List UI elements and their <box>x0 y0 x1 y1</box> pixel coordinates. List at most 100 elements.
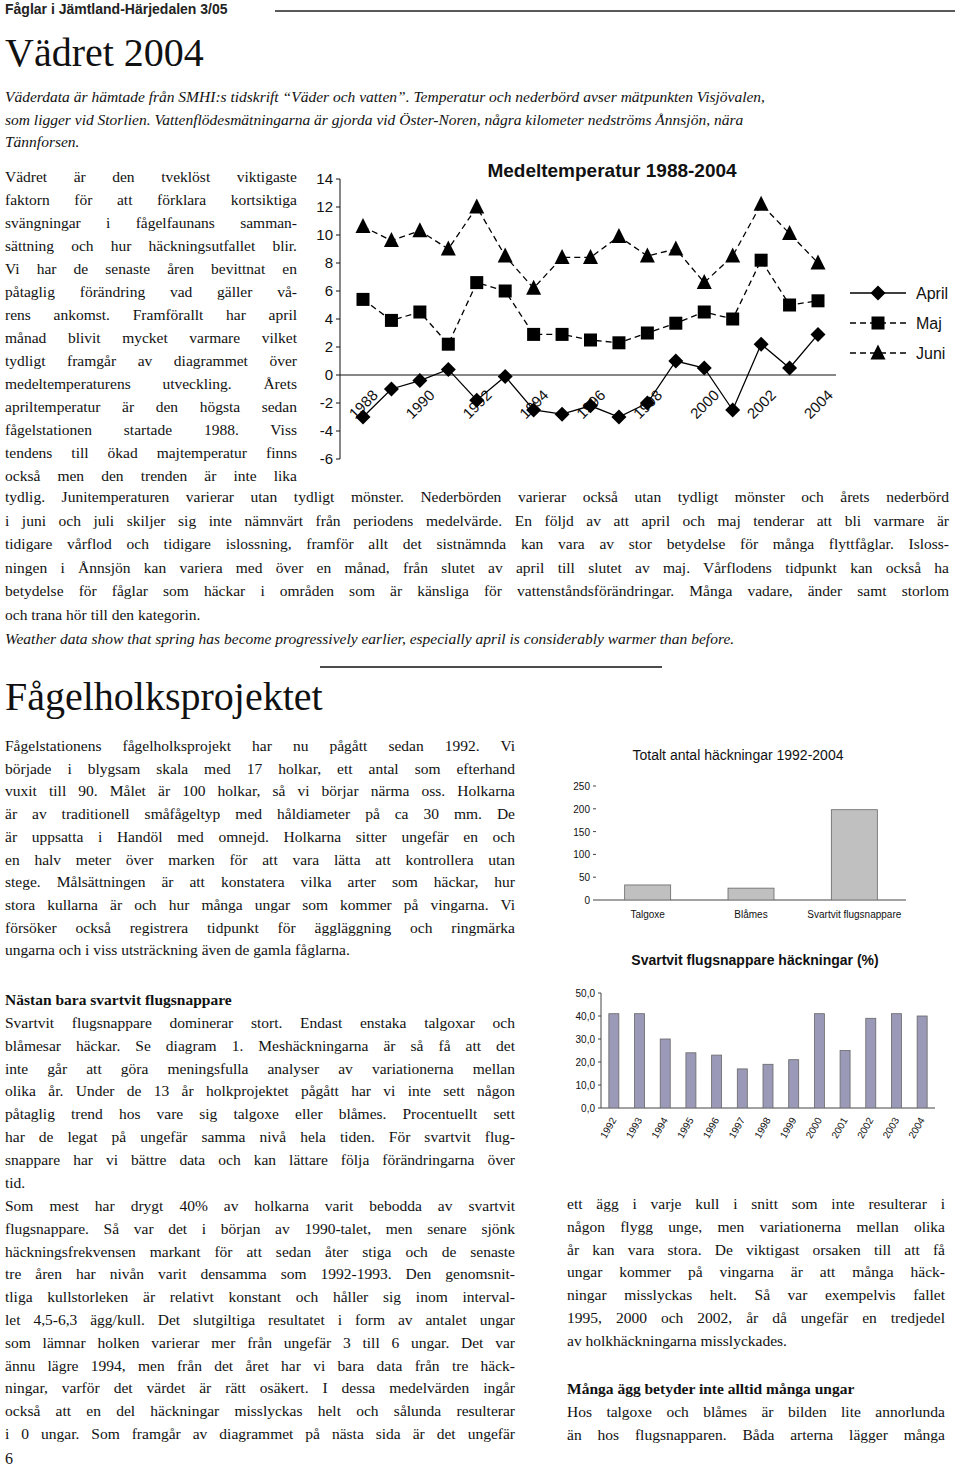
marker <box>469 393 484 408</box>
y-tick-label: 50 <box>579 872 591 883</box>
y-tick-label: 2 <box>325 338 333 355</box>
y-tick <box>593 900 596 901</box>
y-tick <box>598 993 601 994</box>
marker <box>782 361 797 376</box>
bar <box>660 1039 670 1108</box>
marker <box>640 396 655 411</box>
y-tick-label: 20,0 <box>576 1057 596 1068</box>
bar <box>635 1014 645 1108</box>
x-tick-label: 1998 <box>630 386 666 422</box>
legend: AprilMajJuni <box>850 285 948 362</box>
marker <box>441 362 456 377</box>
bar-chart: Svartvit flugsnappare häckningar (%)0,01… <box>576 952 935 1140</box>
body-line: ningar misslyckas helt. Så var exempelvi… <box>567 1286 945 1304</box>
y-tick-label: 0 <box>584 895 590 906</box>
x-tick-label: 2002 <box>743 386 779 422</box>
y-tick-label: 0,0 <box>581 1103 595 1114</box>
bar <box>763 1064 773 1108</box>
body-line: försöker också registrera tidpunkt för ä… <box>5 919 515 937</box>
body-line: i juni och juli skiljer sig inte nämnvär… <box>5 512 949 530</box>
body-line: svängningar i fågelfaunans samman- <box>5 214 297 232</box>
marker <box>384 232 399 247</box>
subheading: Många ägg betyder inte alltid många unga… <box>567 1380 854 1398</box>
marker <box>726 313 739 326</box>
bar <box>866 1018 876 1108</box>
body-line: ningar, varför det värdet är rätt osäker… <box>5 1379 515 1397</box>
y-tick-label: -4 <box>320 422 333 439</box>
marker <box>469 199 484 214</box>
marker <box>583 249 598 264</box>
marker <box>725 403 740 418</box>
y-tick <box>593 831 596 832</box>
plot-data <box>625 810 878 900</box>
y-tick <box>336 319 340 320</box>
x-tick-label: 2004 <box>906 1115 927 1140</box>
page: Medeltemperatur 1988-2004-6-4-2024681012… <box>0 0 960 1475</box>
y-tick <box>598 1039 601 1040</box>
chart-title: Totalt antal häckningar 1992-2004 <box>633 747 844 763</box>
bar-chart: Totalt antal häckningar 1992-20040501001… <box>573 747 906 920</box>
x-tick-label: 2002 <box>855 1115 876 1140</box>
y-tick <box>593 808 596 809</box>
marker <box>412 373 427 388</box>
intro-line: som ligger vid Storlien. Vattenflödesmät… <box>5 111 743 129</box>
x-tick-label: Blåmes <box>734 909 767 920</box>
y-tick <box>336 263 340 264</box>
body-line: tid. <box>5 1174 515 1192</box>
series-line <box>363 334 818 417</box>
y-tick-label: 40,0 <box>576 1011 596 1022</box>
body-line: ett ägg i varje kull i snitt som inte re… <box>567 1195 945 1213</box>
intro-line: Väderdata är hämtade från SMHI:s tidskri… <box>5 88 765 106</box>
y-tick <box>598 1085 601 1086</box>
marker <box>527 328 540 341</box>
y-tick <box>336 347 340 348</box>
y-axis <box>601 993 602 1108</box>
body-line: av holkhäckningarna misslyckades. <box>567 1332 945 1350</box>
marker <box>811 327 826 342</box>
y-tick-label: -2 <box>320 394 333 411</box>
y-tick <box>336 459 340 460</box>
body-line: betydelse för fåglar som häckar i område… <box>5 582 949 600</box>
y-tick <box>593 854 596 855</box>
y-tick-label: 6 <box>325 282 333 299</box>
x-tick-label: 1999 <box>778 1115 799 1140</box>
legend-label: April <box>916 285 948 302</box>
body-line: påtaglig förändring vad gäller vå- <box>5 283 297 301</box>
bar <box>609 1014 619 1108</box>
marker <box>498 369 513 384</box>
marker <box>470 276 483 289</box>
marker <box>611 228 626 243</box>
x-tick-label: 2003 <box>881 1115 902 1140</box>
body-line: och trana hör till den kategorin. <box>5 606 949 624</box>
body-line: tre åren har nivån varit densamma som 19… <box>5 1265 515 1283</box>
body-line: har de legat på ungefär samma nivå hela … <box>5 1128 515 1146</box>
body-line: blåmesar häckar. Se diagram 1. Meshäckni… <box>5 1037 515 1055</box>
y-tick <box>336 375 340 376</box>
body-line: en halv meter över marken för att vara l… <box>5 851 515 869</box>
body-line: stege. Målsättningen är att konstatera v… <box>5 873 515 891</box>
chart-title: Medeltemperatur 1988-2004 <box>487 160 737 181</box>
body-line: faktorn för att förklara kortsiktiga <box>5 191 297 209</box>
marker <box>782 225 797 240</box>
body-line: vuxit till 90. Målet är 100 holkar, så v… <box>5 782 515 800</box>
body-line: tliga kullstorleken är relativt konstant… <box>5 1288 515 1306</box>
body-line: stora kullarna är och hur många ungar so… <box>5 896 515 914</box>
y-tick <box>598 1108 601 1109</box>
y-tick-label: -6 <box>320 450 333 467</box>
y-tick <box>336 207 340 208</box>
section-title: Vädret 2004 <box>5 30 204 76</box>
bar <box>840 1051 850 1109</box>
body-line: fågelstationen startade 1988. Viss <box>5 421 297 439</box>
x-axis <box>340 375 836 376</box>
y-tick-label: 50,0 <box>576 988 596 999</box>
series-line <box>363 260 818 344</box>
section-divider <box>320 666 662 668</box>
marker <box>356 410 371 425</box>
body-line: än hos flugsnapparen. Båda arterna lägge… <box>567 1426 945 1444</box>
bar <box>831 810 877 900</box>
y-tick-label: 250 <box>573 781 590 792</box>
body-line: medeltemperaturens utveckling. Årets <box>5 375 297 393</box>
x-tick-label: 1993 <box>624 1115 645 1140</box>
x-tick-label: 2000 <box>803 1115 824 1140</box>
marker <box>442 338 455 351</box>
